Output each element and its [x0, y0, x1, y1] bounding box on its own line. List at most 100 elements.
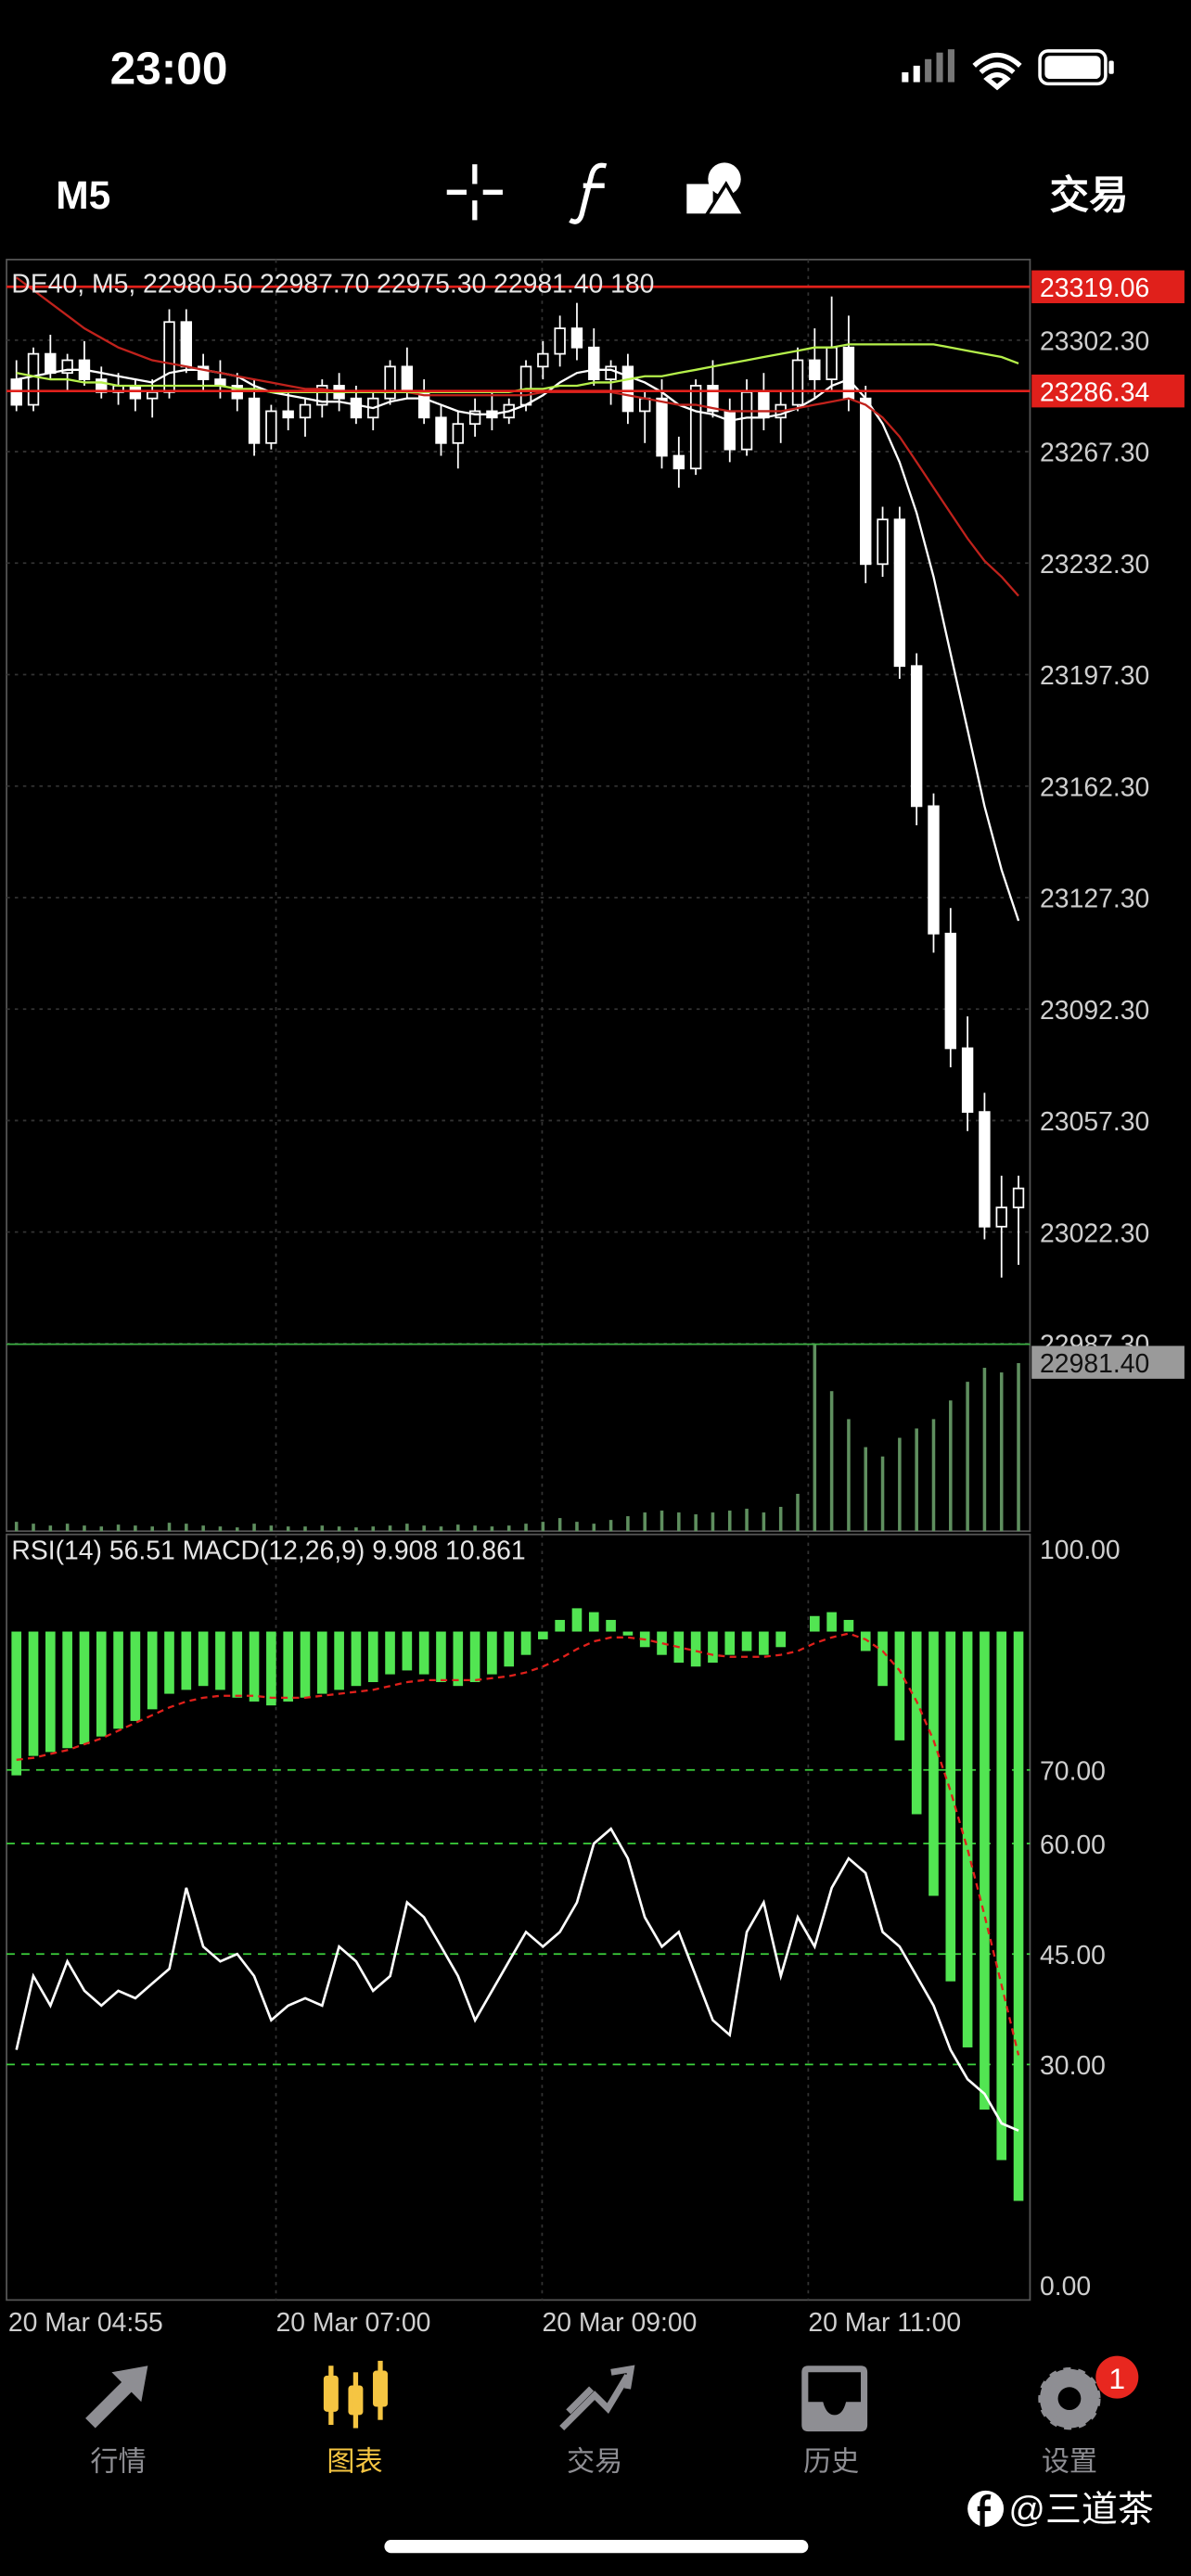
macd-bar — [571, 1608, 583, 1632]
candle-body — [707, 385, 719, 413]
volume-bar — [575, 1522, 579, 1532]
macd-bar — [622, 1631, 634, 1636]
macd-bar — [79, 1631, 90, 1745]
volume-bar — [506, 1525, 511, 1532]
macd-bar — [809, 1615, 820, 1632]
macd-bar — [351, 1631, 362, 1687]
home-indicator — [384, 2540, 809, 2554]
macd-bar — [130, 1631, 141, 1721]
candle-body — [384, 365, 396, 400]
volume-bar — [32, 1524, 35, 1532]
macd-bar — [147, 1631, 158, 1710]
y-tick-label: 23162.30 — [1040, 772, 1149, 802]
candle-body — [197, 365, 210, 380]
plot: 23302.30 23267.30 23232.30 23197.30 23162.30… — [6, 259, 1185, 2302]
candle-body — [621, 365, 634, 413]
badge — [1095, 2355, 1139, 2399]
candle-body — [248, 397, 261, 444]
candle-body — [826, 346, 838, 380]
candle-body — [45, 352, 57, 375]
candle-body — [961, 1047, 974, 1114]
trade-button[interactable]: 交易 — [1050, 174, 1129, 218]
moving-average — [16, 368, 1020, 922]
candle-body — [1012, 1187, 1025, 1209]
candle-body — [605, 365, 617, 380]
settings-icon — [1038, 2366, 1101, 2430]
macd-bar — [164, 1631, 174, 1694]
macd-bar — [996, 1631, 1007, 2161]
tab-label[interactable]: 交易 — [567, 2447, 622, 2478]
candle-body — [401, 365, 414, 393]
candle-body — [740, 390, 753, 451]
y-tick-label: 60.00 — [1040, 1830, 1106, 1860]
timeframe[interactable]: M5 — [56, 174, 110, 218]
candle-body — [860, 397, 872, 566]
macd-bar — [487, 1631, 497, 1675]
volume-bar — [439, 1526, 443, 1532]
volume-bar — [915, 1428, 918, 1532]
volume-bar — [541, 1522, 545, 1532]
macd-bar — [11, 1631, 22, 1776]
price-label-box — [1031, 374, 1185, 408]
candle-body — [689, 385, 702, 470]
macd-bar — [198, 1631, 209, 1687]
candle-body — [146, 390, 159, 400]
x-tick-label: 20 Mar 11:00 — [808, 2308, 961, 2338]
candle-body — [809, 359, 821, 380]
macd-bar — [520, 1631, 531, 1655]
chart-header: DE40, M5, 22980.50 22987.70 22975.30 229… — [11, 269, 654, 299]
macd-bar — [283, 1631, 293, 1702]
volume-bar — [167, 1523, 172, 1532]
volume-bar — [982, 1368, 987, 1532]
macd-bar — [980, 1631, 990, 2111]
y-tick-label: 30.00 — [1040, 2051, 1106, 2081]
candle-body — [350, 397, 363, 419]
volume-bar — [847, 1419, 851, 1532]
macd-bar — [215, 1631, 225, 1690]
macd-bar — [843, 1619, 854, 1632]
volume-bar — [626, 1516, 630, 1532]
tab-label[interactable]: 设置 — [1042, 2447, 1097, 2478]
macd-bar — [181, 1631, 192, 1690]
macd-bar — [877, 1631, 888, 1687]
macd-bar — [28, 1631, 39, 1756]
rsi-line — [15, 1827, 1019, 2132]
macd-bar — [775, 1631, 787, 1648]
macd-signal — [16, 1632, 1020, 2056]
volume-bar — [388, 1525, 392, 1532]
volume-bar — [880, 1456, 885, 1532]
tab-label[interactable]: 行情 — [90, 2447, 146, 2478]
volume-bar — [727, 1511, 732, 1532]
volume-bar — [65, 1524, 70, 1532]
y-tick-label: 23127.30 — [1040, 885, 1149, 914]
x-tick-label: 20 Mar 07:00 — [276, 2308, 431, 2338]
tab-label[interactable]: 图表 — [327, 2447, 382, 2478]
tab-label[interactable]: 历史 — [803, 2447, 859, 2478]
volume-bar — [524, 1524, 528, 1532]
macd-bar — [588, 1612, 599, 1632]
volume-bar — [337, 1526, 341, 1532]
objects-button[interactable] — [686, 162, 748, 217]
macd-bar — [538, 1631, 548, 1639]
wifi-icon — [972, 52, 1022, 91]
candle-body — [588, 346, 600, 380]
volume-bar — [286, 1526, 290, 1532]
price-label: 23319.06 — [1040, 274, 1149, 303]
volume-bar — [354, 1527, 358, 1532]
volume-bar — [999, 1372, 1004, 1532]
candle-body — [452, 423, 464, 444]
candle-body — [519, 365, 532, 406]
volume-bar — [796, 1493, 800, 1532]
candle-body — [995, 1206, 1007, 1228]
watermark: @三道茶 — [1008, 2491, 1153, 2531]
price-label-box — [1031, 270, 1185, 303]
volume-bar — [134, 1525, 137, 1532]
volume-bar — [269, 1525, 274, 1532]
macd-bar — [962, 1631, 973, 2047]
macd-bar — [249, 1631, 260, 1702]
crosshair-button[interactable] — [446, 164, 503, 221]
y-tick-label: 23057.30 — [1040, 1107, 1149, 1137]
candle-body — [656, 397, 668, 457]
indicators-button[interactable] — [569, 162, 608, 224]
volume-bar — [303, 1526, 307, 1532]
